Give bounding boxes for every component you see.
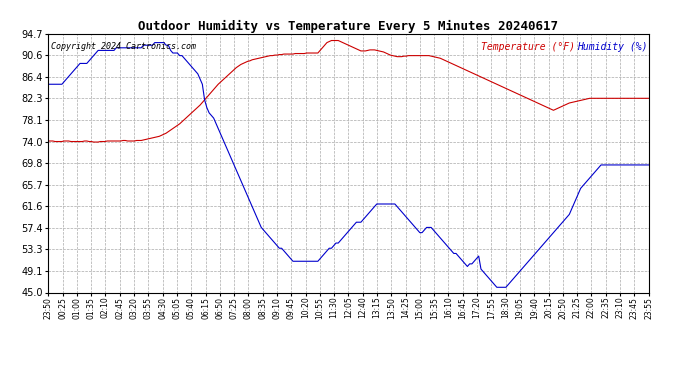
Text: Humidity (%): Humidity (%) (577, 42, 647, 51)
Title: Outdoor Humidity vs Temperature Every 5 Minutes 20240617: Outdoor Humidity vs Temperature Every 5 … (139, 20, 558, 33)
Text: Temperature (°F): Temperature (°F) (480, 42, 575, 51)
Text: Copyright 2024 Cartronics.com: Copyright 2024 Cartronics.com (51, 42, 196, 51)
